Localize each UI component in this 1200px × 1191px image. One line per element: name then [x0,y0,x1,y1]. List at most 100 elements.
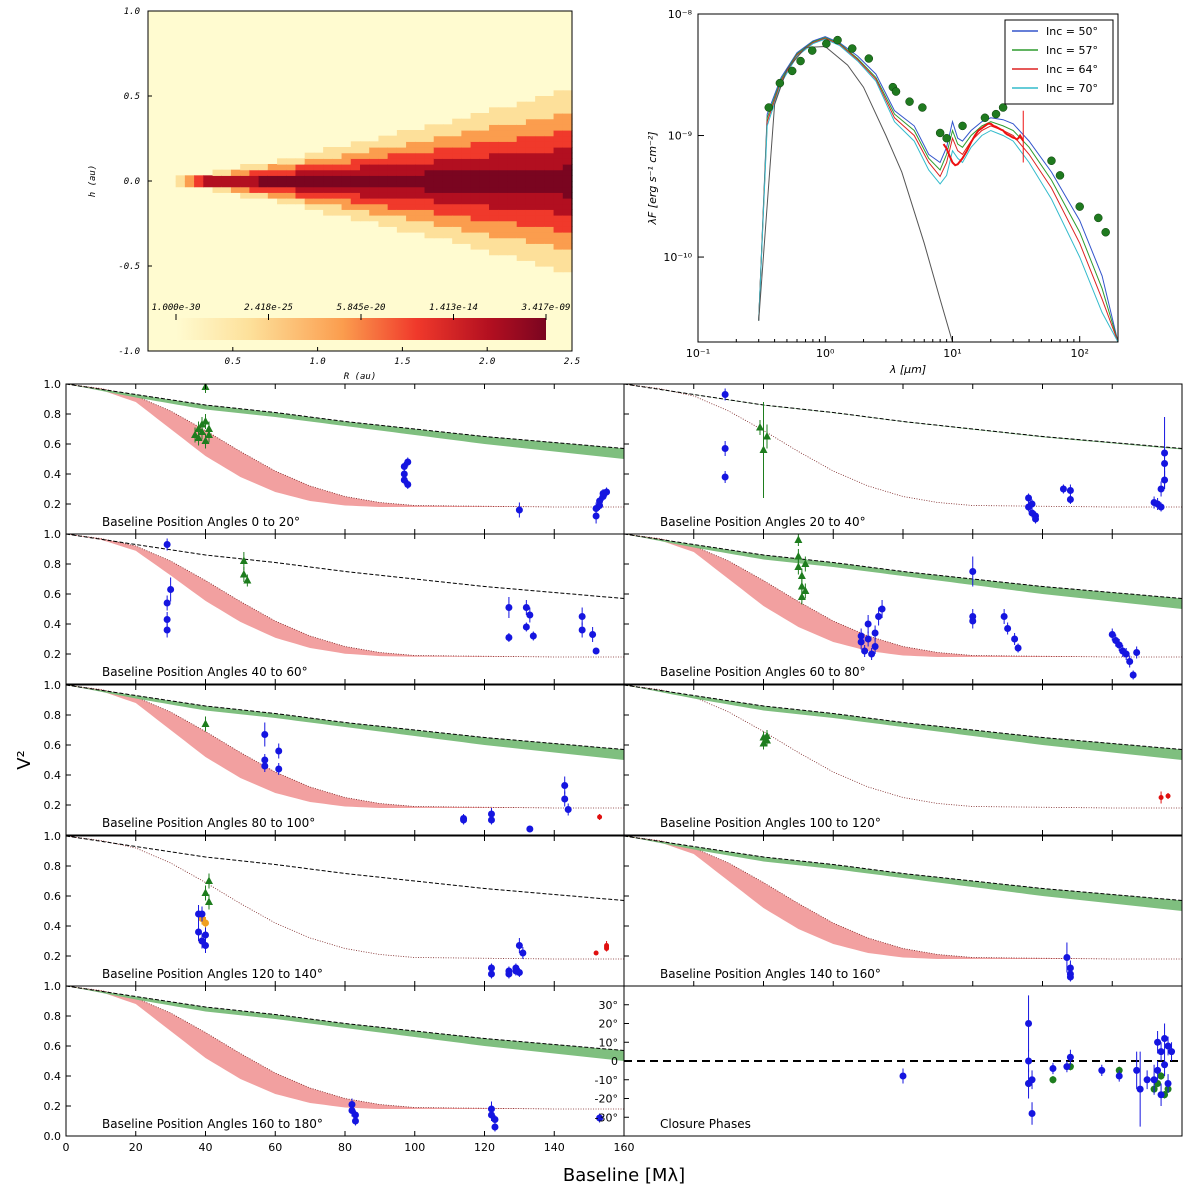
heatmap-cell [369,158,380,165]
heatmap-cell [452,147,462,154]
heatmap-cell [378,141,389,148]
heatmap-cell [516,243,527,250]
heatmap-cell [378,152,389,159]
heatmap-cell [424,147,435,154]
heatmap-cell [387,169,398,176]
heatmap-cell [295,192,306,199]
heatmap-cell [415,147,426,154]
heatmap-cell [489,141,499,148]
heatmap-cell [295,175,306,182]
heatmap-cell [277,158,287,165]
blue-cp-point [899,1072,907,1080]
heatmap-cell [470,237,481,244]
heatmap-cell [433,124,444,131]
heatmap-cell [313,203,324,210]
heatmap-cell [479,243,490,250]
sed-photometry-point [787,66,797,76]
heatmap-cell [286,198,297,205]
heatmap-cell [323,198,333,205]
heatmap-cell [516,107,527,114]
blue-cp-point [1168,1048,1176,1056]
blue-cp-point [1161,1061,1169,1069]
heatmap-cell [286,164,297,171]
heatmap-cell [544,254,555,261]
heatmap-cell [562,186,573,193]
model-band-compact [66,384,624,459]
heatmap-cell [498,152,509,159]
heatmap-cell [544,169,555,176]
heatmap-cell [535,152,545,159]
sed-photometry-point [864,54,874,63]
heatmap-cell [424,169,435,176]
heatmap-cell [479,124,490,131]
heatmap-cell [387,220,398,227]
blue-cp-point [1025,1020,1033,1027]
heatmap-cell [360,181,370,188]
y-tick-label: 0.8 [44,558,62,571]
heatmap-cell [286,186,297,193]
blue-cp-point [1049,1065,1057,1072]
heatmap-cell [406,135,416,142]
heatmap-cell [424,141,435,148]
blue-data-point [1066,496,1074,503]
heatmap-cell [525,203,536,210]
heatmap-x-tick-label: 0.5 [225,357,241,367]
heatmap-cell [406,181,416,188]
heatmap-cell [525,135,536,142]
blue-data-point [167,586,175,593]
blue-cp-point [1063,1063,1071,1071]
heatmap-cell [544,130,555,137]
heatmap-cell [387,215,398,222]
heatmap-cell [360,141,370,148]
heatmap-cell [286,175,297,182]
sed-spectrum [942,110,1025,167]
heatmap-cell [221,181,232,188]
heatmap-cell [489,135,499,142]
green-data-point [801,586,810,594]
heatmap-cell [277,181,287,188]
heatmap-cell [360,198,370,205]
sed-legend-box [1004,19,1114,105]
heatmap-cell [433,226,444,233]
heatmap-cell [489,203,499,210]
heatmap-cell [424,215,435,222]
panel-content [624,384,1182,524]
heatmap-cell [562,226,573,233]
heatmap-cell [470,169,481,176]
heatmap-cell [304,192,315,199]
sed-photometry-point [1047,156,1056,166]
heatmap-cell [489,113,499,120]
heatmap-cell [396,141,407,148]
y-tick-label: 0.4 [44,1070,62,1083]
blue-data-point [1025,494,1033,502]
blue-data-point [871,643,879,650]
heatmap-cell [479,186,490,193]
v2-y-label: V² [14,750,35,770]
heatmap-cell [516,220,527,227]
heatmap-cell [387,147,398,154]
heatmap-cell [396,169,407,176]
blue-data-point [1161,449,1169,457]
heatmap-x-ticks: 0.5 1.0 1.5 2.0 2.5 [225,347,580,367]
heatmap-cell [350,181,361,188]
heatmap-cell [378,198,389,205]
heatmap-cell [286,181,297,188]
blue-data-point [404,458,412,466]
sed-legend-label: Inc = 57° [1046,44,1098,57]
heatmap-cell [424,158,435,165]
heatmap-cell [535,198,545,205]
heatmap-cell [415,175,426,182]
blue-data-point [487,970,495,978]
blue-data-point [195,928,203,936]
colorbar-tick-label: 2.418e-25 [244,303,293,313]
sed-photometry-point [942,133,951,143]
sed-model-line [758,37,1118,342]
heatmap-cell [341,164,352,171]
heatmap-cell [341,192,352,199]
heatmap-cell [507,124,518,131]
heatmap-cell [240,175,250,182]
heatmap-cell [516,101,527,108]
heatmap-cell [479,152,490,159]
heatmap-cell [470,158,481,165]
heatmap-cell [461,152,472,159]
